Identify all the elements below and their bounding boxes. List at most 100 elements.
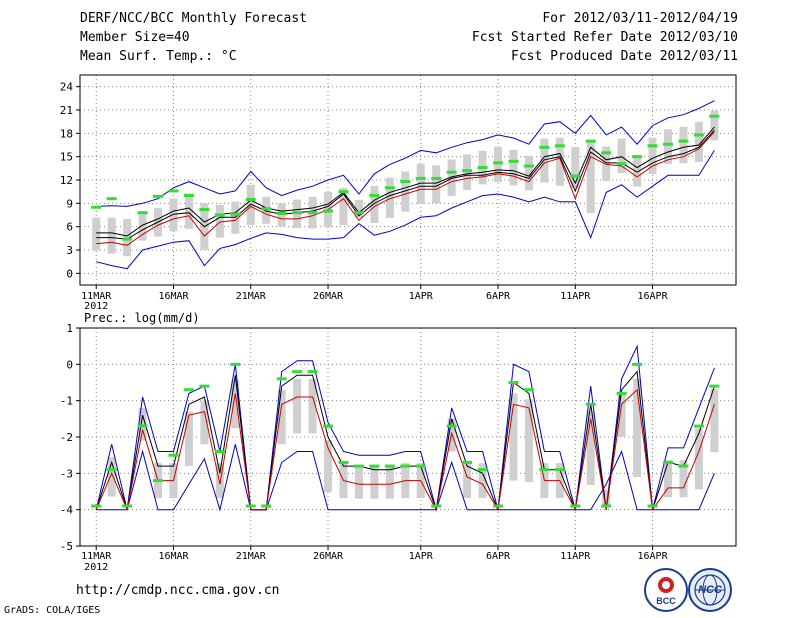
series-line-mean <box>96 129 715 240</box>
y-tick-label: 6 <box>66 221 73 234</box>
x-tick-label: 1APR <box>409 291 434 302</box>
member-size: Member Size=40 <box>80 30 190 45</box>
spread-bar <box>138 407 147 441</box>
y-tick-label: 1 <box>66 322 73 335</box>
grads-credit: GrADS: COLA/IGES <box>4 605 101 616</box>
x-tick-label: 26MAR <box>313 291 344 302</box>
y-tick-label: 18 <box>60 127 73 140</box>
panel-title: Prec.: log(mm/d) <box>84 311 200 325</box>
started-date: Fcst Started Refer Date 2012/03/10 <box>471 30 738 45</box>
y-tick-label: 24 <box>60 81 74 94</box>
spread-bar <box>277 389 286 445</box>
y-tick-label: 21 <box>60 104 73 117</box>
ncc-logo: NCC <box>688 568 732 612</box>
x-tick-label: 11MAR <box>81 291 112 302</box>
spread-bar <box>138 212 147 241</box>
spread-bar <box>231 380 240 429</box>
spread-bar <box>679 460 688 498</box>
y-tick-label: 9 <box>66 197 73 210</box>
spread-bar <box>633 154 642 187</box>
x-tick-label: 26MAR <box>313 551 344 562</box>
spread-bar <box>354 466 363 499</box>
spread-bar <box>370 466 379 499</box>
spread-bar <box>617 138 626 174</box>
spread-bar <box>215 204 224 238</box>
spread-bar <box>679 126 688 164</box>
ncc-globe-icon <box>694 574 726 606</box>
spread-bar <box>354 199 363 218</box>
x-tick-label: 11APR <box>560 291 591 302</box>
spread-bar <box>107 217 116 254</box>
spread-bar <box>586 410 595 485</box>
spread-bar <box>246 184 255 225</box>
spread-bar <box>324 439 333 493</box>
spread-bar <box>602 489 611 505</box>
spread-bar <box>694 121 703 162</box>
y-tick-label: -1 <box>60 395 73 408</box>
x-tick-label: 21MAR <box>236 551 267 562</box>
x-tick-label: 16APR <box>637 551 668 562</box>
spread-bar <box>107 457 116 497</box>
year-label: 2012 <box>84 562 108 573</box>
spread-bar <box>463 463 472 499</box>
spread-bar <box>262 196 271 224</box>
spread-bar <box>184 193 193 229</box>
spread-bar <box>92 217 101 251</box>
spread-bar <box>555 137 564 186</box>
ncc-logo-text: NCC <box>698 584 722 596</box>
bcc-emblem-icon <box>658 577 674 593</box>
chart-panel-2: -5 -4 -3 -2 -1 0 1 11MAR 16MAR 21MAR 26MAR 1APR 6APR… <box>60 322 737 573</box>
bcc-logo: BCC <box>644 568 688 612</box>
spread-bar <box>633 378 642 477</box>
spread-bar <box>416 163 425 204</box>
spread-bar <box>339 187 348 226</box>
spread-bar <box>200 400 209 445</box>
spread-bar <box>463 154 472 190</box>
footer-url[interactable]: http://cmdp.ncc.cma.gov.cn <box>76 583 280 598</box>
series-line-mean <box>96 126 715 237</box>
x-tick-label: 1APR <box>409 551 434 562</box>
spread-bar <box>586 139 595 214</box>
spread-bar <box>710 389 719 453</box>
spread-bar <box>509 393 518 481</box>
forecast-period: For 2012/03/11-2012/04/19 <box>542 11 738 26</box>
spread-bar <box>447 159 456 196</box>
spread-bar <box>169 198 178 232</box>
y-tick-label: 0 <box>66 267 73 280</box>
series-line-max <box>96 150 715 270</box>
spread-bar <box>184 411 193 467</box>
x-tick-label: 16APR <box>637 291 668 302</box>
x-tick-label: 11APR <box>560 551 591 562</box>
x-tick-label: 21MAR <box>236 291 267 302</box>
spread-bar <box>370 186 379 223</box>
x-tick-label: 16MAR <box>158 291 189 302</box>
spread-bar <box>710 110 719 141</box>
spread-bar <box>308 378 317 434</box>
y-tick-label: 15 <box>60 151 73 164</box>
y-tick-label: 3 <box>66 244 73 257</box>
spread-bar <box>694 428 703 490</box>
year-label: 2012 <box>84 301 108 312</box>
x-tick-label: 11MAR <box>81 551 112 562</box>
y-tick-label: -5 <box>60 540 73 553</box>
spread-bar <box>617 393 626 437</box>
y-tick-label: -2 <box>60 431 73 444</box>
spread-bar <box>571 147 580 189</box>
spread-bar <box>432 165 441 204</box>
spread-bar <box>385 177 394 218</box>
spread-bar <box>524 399 533 483</box>
spread-bar <box>602 146 611 181</box>
spread-bar <box>277 203 286 227</box>
y-tick-label: 0 <box>66 358 73 371</box>
spread-bar <box>509 149 518 186</box>
spread-bar <box>664 460 673 498</box>
series-line-median <box>96 131 715 246</box>
series-line-max <box>96 100 715 207</box>
spread-bar <box>648 137 657 175</box>
spread-bar <box>478 463 487 499</box>
spread-bar <box>215 463 224 499</box>
y-tick-label: -3 <box>60 467 73 480</box>
chart-title: DERF/NCC/BCC Monthly Forecast <box>80 11 307 26</box>
spread-bar <box>664 129 673 164</box>
